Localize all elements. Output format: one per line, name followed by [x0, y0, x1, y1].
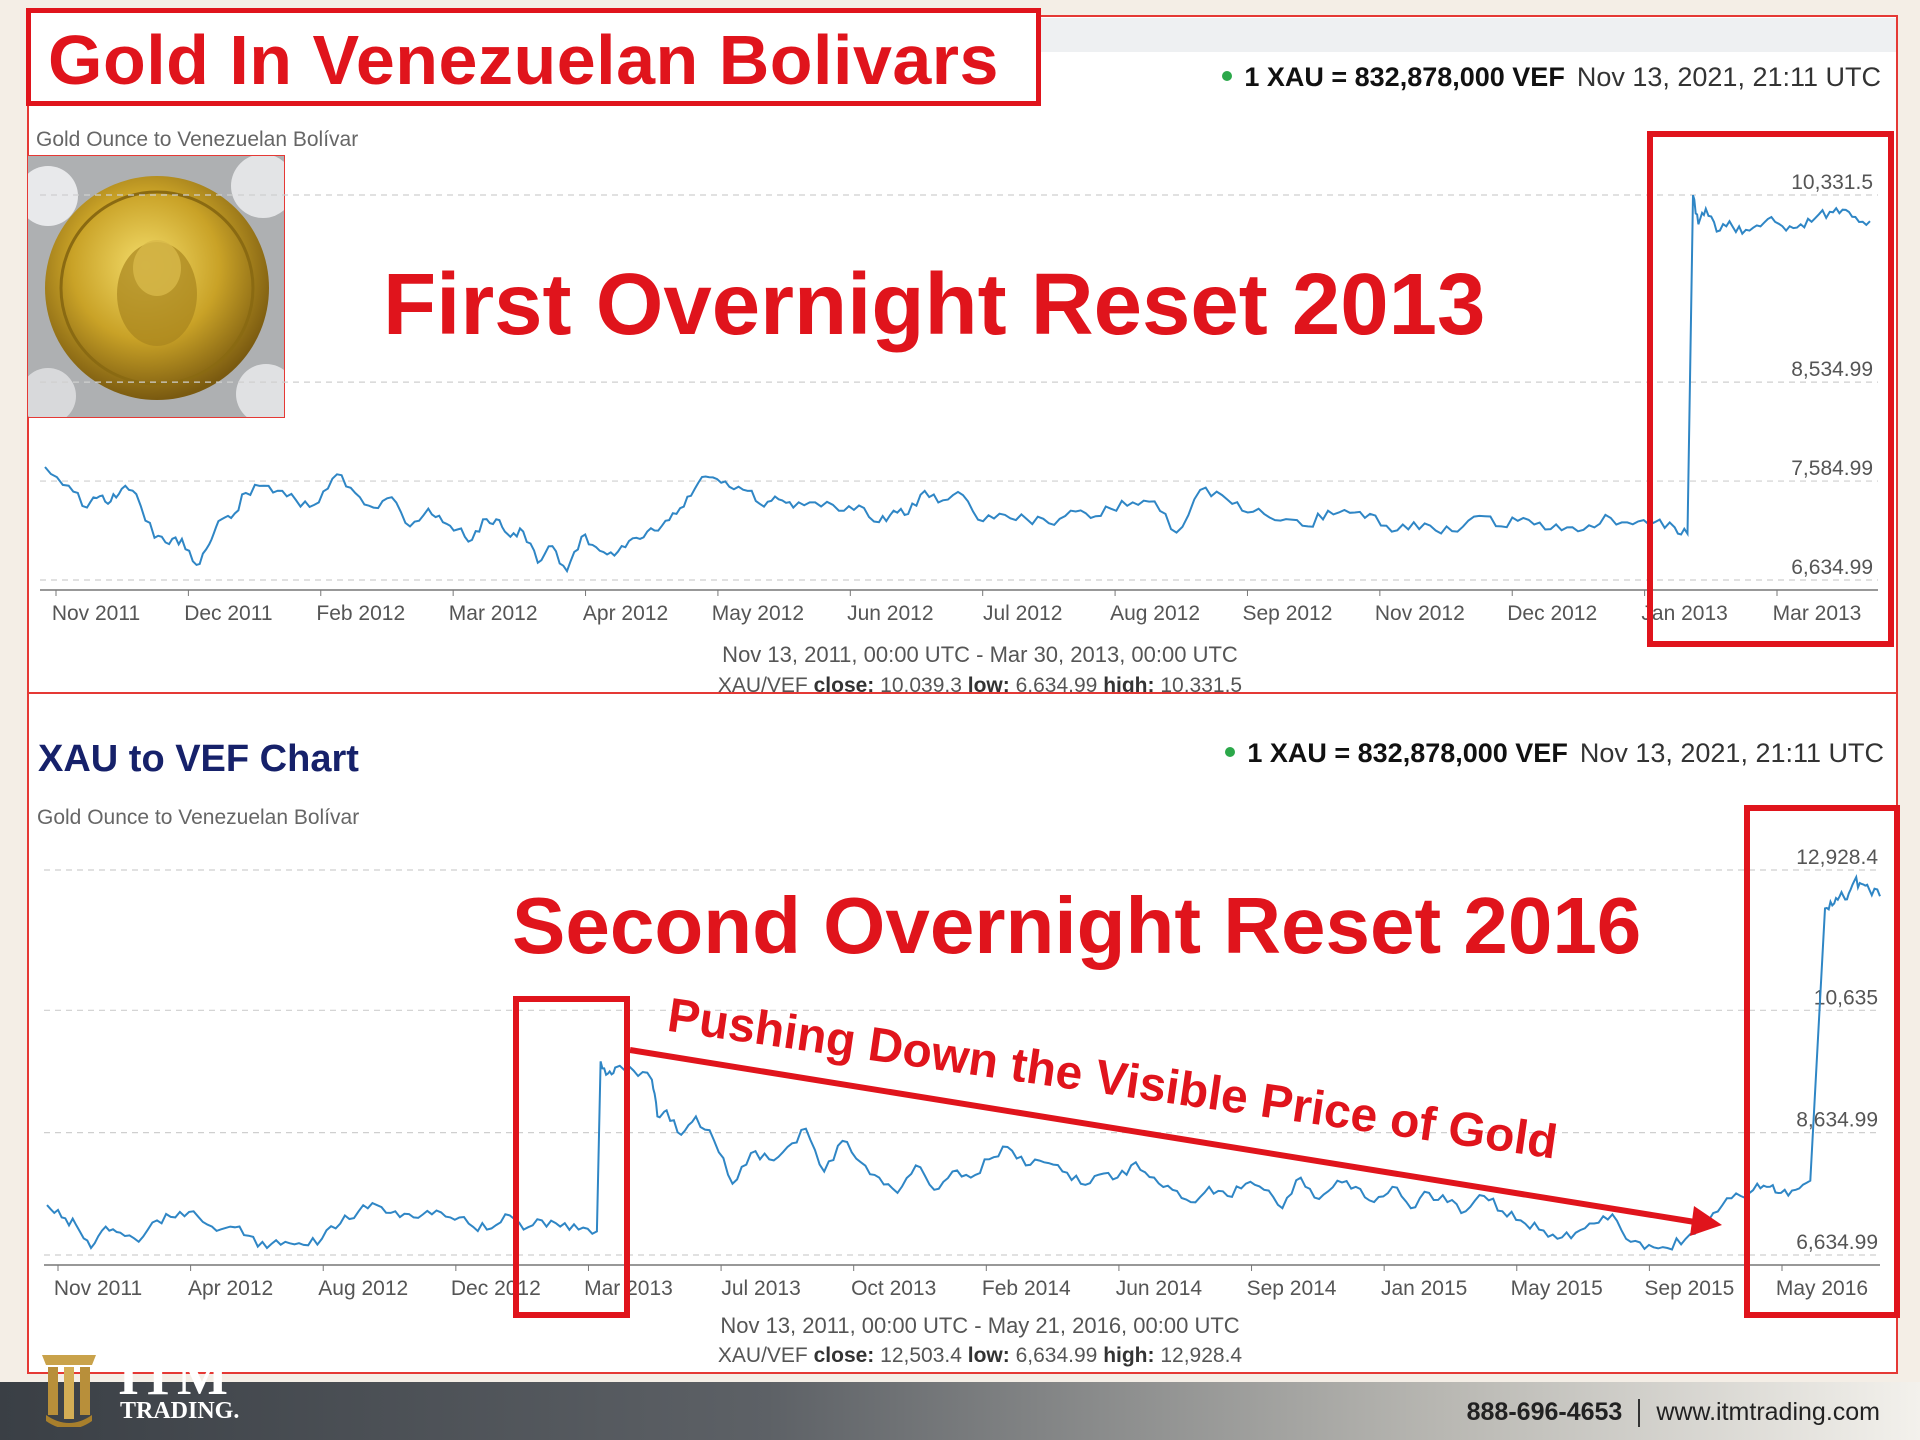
x-tick-label: Oct 2013 [851, 1277, 936, 1300]
date-range-2: Nov 13, 2011, 00:00 UTC - May 21, 2016, … [720, 1313, 1240, 1338]
footer-bar [0, 1382, 1920, 1440]
x-tick-label: Aug 2012 [1110, 602, 1200, 625]
pair-label: XAU/VEF [717, 674, 808, 697]
y-tick-label: 6,634.99 [1791, 556, 1873, 579]
date-range-1: Nov 13, 2011, 00:00 UTC - Mar 30, 2013, … [722, 642, 1238, 667]
live-status-dot [1225, 746, 1236, 757]
y-tick-label: 12,928.4 [1796, 846, 1878, 869]
chart-2013: 10,331.5 8,534.99 7,584.99 6,634.99 Nov 201… [40, 171, 1878, 625]
x-tick-label: Apr 2012 [188, 1277, 273, 1300]
x-tick-label: Jun 2014 [1116, 1277, 1203, 1300]
y-tick-label: 7,584.99 [1791, 457, 1873, 480]
y-tick-label: 10,635 [1814, 986, 1878, 1009]
x-tick-label: May 2012 [712, 602, 804, 625]
rate-value: 1 XAU = 832,878,000 VEF [1247, 738, 1568, 768]
high-label: high: [1103, 674, 1155, 697]
x-tick-label: Dec 2011 [184, 602, 272, 625]
highlight-box-2013-spike [513, 996, 630, 1318]
x-tick-label: Aug 2012 [318, 1277, 408, 1300]
x-tick-label: Mar 2012 [449, 602, 538, 625]
high-value: 10,331.5 [1160, 674, 1243, 697]
logo-subtitle: TRADING. [120, 1398, 240, 1424]
low-label: low: [967, 674, 1010, 697]
divider [1638, 1399, 1641, 1428]
x-tick-label: Sep 2015 [1644, 1277, 1734, 1300]
annotation-second-reset: Second Overnight Reset 2016 [512, 881, 1642, 970]
live-status-dot [1222, 70, 1233, 81]
x-tick-label: Nov 2011 [54, 1277, 142, 1300]
x-tick-label: Sep 2014 [1247, 1277, 1337, 1300]
series-line-2016 [46, 873, 1881, 1251]
close-value: 10,039.3 [880, 674, 962, 697]
chart-panel-2016 [27, 692, 1898, 1374]
x-tick-label: Nov 2012 [1375, 602, 1465, 625]
y-tick-label: 8,534.99 [1791, 358, 1873, 381]
y-tick-label: 10,331.5 [1791, 171, 1873, 194]
close-label: close: [813, 674, 875, 697]
chart-panel-2013 [27, 15, 1898, 710]
slide-title-box: Gold In Venezuelan Bolivars [26, 8, 1041, 106]
series-line-2013 [44, 194, 1871, 574]
close-value: 12,503.4 [880, 1344, 962, 1367]
x-tick-label: Apr 2012 [583, 602, 668, 625]
x-tick-label: Nov 2011 [52, 602, 140, 625]
slide-title: Gold In Venezuelan Bolivars [48, 21, 999, 99]
x-tick-label: May 2015 [1511, 1277, 1603, 1300]
rate-readout-1: 1 XAU = 832,878,000 VEF Nov 13, 2021, 21:… [1222, 62, 1881, 93]
rate-timestamp: Nov 13, 2021, 21:11 UTC [1579, 738, 1884, 768]
chart-title: XAU to VEF Chart [38, 738, 359, 780]
x-tick-label: May 2016 [1776, 1277, 1868, 1300]
high-label: high: [1103, 1344, 1155, 1367]
pillar-logo-icon [42, 1355, 96, 1427]
rate-timestamp: Nov 13, 2021, 21:11 UTC [1576, 62, 1881, 92]
x-tick-label: Jan 2015 [1381, 1277, 1467, 1300]
summary-stats-1: XAU/VEF close: 10,039.3 low: 6,634.99 hi… [718, 674, 1242, 698]
highlight-box-2016-jump [1744, 805, 1900, 1318]
x-tick-label: Jan 2013 [1641, 602, 1727, 625]
rate-value: 1 XAU = 832,878,000 VEF [1244, 62, 1565, 92]
coin-image [28, 156, 284, 417]
annotation-first-reset: First Overnight Reset 2013 [383, 256, 1486, 353]
low-label: low: [967, 1344, 1010, 1367]
x-tick-label: Jul 2012 [983, 602, 1062, 625]
highlight-box-2013-jump [1647, 131, 1894, 647]
x-tick-label: Feb 2012 [316, 602, 405, 625]
downtrend-arrow [629, 1047, 1722, 1236]
high-value: 12,928.4 [1160, 1344, 1243, 1367]
chart-subtitle-2: Gold Ounce to Venezuelan Bolívar [37, 806, 360, 829]
summary-stats-2: XAU/VEF close: 12,503.4 low: 6,634.99 hi… [718, 1344, 1242, 1368]
pair-label: XAU/VEF [717, 1344, 808, 1367]
rate-readout-2: 1 XAU = 832,878,000 VEF Nov 13, 2021, 21:… [1225, 738, 1884, 769]
x-tick-label: Mar 2013 [1773, 602, 1862, 625]
low-value: 6,634.99 [1015, 674, 1098, 697]
low-value: 6,634.99 [1015, 1344, 1098, 1367]
close-label: close: [813, 1344, 875, 1367]
gold-coin-photo [27, 155, 285, 418]
phone-number: 888-696-4653 [1466, 1398, 1623, 1426]
x-tick-label: Dec 2012 [1507, 602, 1597, 625]
x-tick-label: Sep 2012 [1243, 602, 1333, 625]
contact-info: 888-696-4653 www.itmtrading.com [1466, 1398, 1880, 1428]
chart-subtitle-1: Gold Ounce to Venezuelan Bolívar [36, 128, 359, 151]
x-tick-label: Jul 2013 [721, 1277, 800, 1300]
logo-name: ITM [118, 1346, 229, 1406]
panel-header-strip [1000, 18, 1896, 52]
website-link[interactable]: www.itmtrading.com [1656, 1398, 1880, 1426]
x-tick-label: Jun 2012 [847, 602, 933, 625]
y-tick-label: 8,634.99 [1796, 1109, 1878, 1132]
y-tick-label: 6,634.99 [1796, 1231, 1878, 1254]
x-tick-label: Feb 2014 [982, 1277, 1071, 1300]
chart-2016: 12,928.4 10,635 8,634.99 6,634.99 Nov 2011 A… [44, 846, 1881, 1300]
